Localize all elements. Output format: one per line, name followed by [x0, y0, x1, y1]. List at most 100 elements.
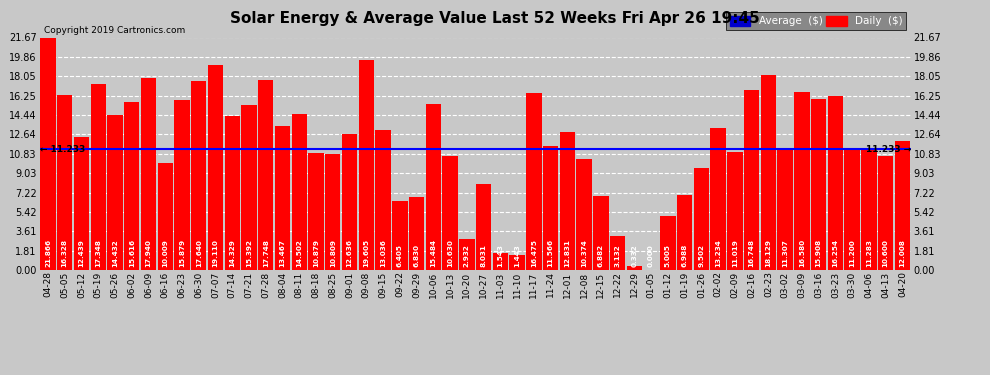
- Text: 6.882: 6.882: [598, 244, 604, 267]
- Text: 16.580: 16.580: [799, 238, 805, 267]
- Text: 14.432: 14.432: [112, 239, 118, 267]
- Bar: [660, 216, 675, 270]
- Bar: [760, 75, 776, 270]
- Bar: [677, 195, 692, 270]
- Text: 18.129: 18.129: [765, 239, 771, 267]
- Text: 6.405: 6.405: [397, 244, 403, 267]
- Bar: [292, 114, 307, 270]
- Bar: [743, 90, 759, 270]
- Text: Solar Energy & Average Value Last 52 Weeks Fri Apr 26 19:45: Solar Energy & Average Value Last 52 Wee…: [230, 11, 760, 26]
- Text: 16.328: 16.328: [61, 239, 67, 267]
- Text: 16.748: 16.748: [748, 239, 754, 267]
- Text: 11.566: 11.566: [547, 238, 553, 267]
- Bar: [191, 81, 207, 270]
- Text: 15.616: 15.616: [129, 238, 135, 267]
- Bar: [711, 128, 726, 270]
- Bar: [493, 254, 508, 270]
- Text: 11.307: 11.307: [782, 239, 788, 267]
- Text: 11.283: 11.283: [866, 239, 872, 267]
- Text: 13.036: 13.036: [380, 239, 386, 267]
- Bar: [174, 100, 190, 270]
- Text: 1.543: 1.543: [497, 244, 503, 267]
- Bar: [794, 92, 810, 270]
- Bar: [426, 104, 441, 270]
- Text: 3.132: 3.132: [615, 244, 621, 267]
- Bar: [543, 146, 558, 270]
- Bar: [342, 134, 357, 270]
- Text: 17.940: 17.940: [146, 239, 151, 267]
- Bar: [57, 95, 72, 270]
- Bar: [358, 60, 374, 270]
- Text: 0.332: 0.332: [632, 244, 638, 267]
- Bar: [526, 93, 542, 270]
- Bar: [141, 78, 156, 270]
- Bar: [895, 141, 910, 270]
- Text: 6.830: 6.830: [414, 244, 420, 267]
- Bar: [90, 84, 106, 270]
- Bar: [208, 65, 223, 270]
- Bar: [576, 159, 592, 270]
- Bar: [811, 99, 827, 270]
- Bar: [593, 196, 609, 270]
- Text: 14.502: 14.502: [296, 239, 302, 267]
- Text: 11.200: 11.200: [849, 239, 855, 267]
- Bar: [74, 136, 89, 270]
- Text: 1.443: 1.443: [514, 244, 520, 267]
- Text: 17.348: 17.348: [95, 239, 101, 267]
- Text: 11.019: 11.019: [732, 239, 738, 267]
- Text: 16.254: 16.254: [833, 239, 839, 267]
- Text: 2.932: 2.932: [464, 244, 470, 267]
- Bar: [392, 201, 408, 270]
- Bar: [242, 105, 256, 270]
- Bar: [861, 149, 876, 270]
- Text: 10.809: 10.809: [330, 239, 336, 267]
- Bar: [375, 130, 391, 270]
- Text: 10.630: 10.630: [447, 239, 453, 267]
- Bar: [157, 163, 173, 270]
- Text: 15.908: 15.908: [816, 238, 822, 267]
- Legend: Average  ($), Daily  ($): Average ($), Daily ($): [727, 12, 906, 30]
- Text: 15.392: 15.392: [247, 239, 252, 267]
- Text: 17.748: 17.748: [262, 239, 268, 267]
- Bar: [409, 197, 425, 270]
- Bar: [325, 154, 341, 270]
- Bar: [41, 35, 55, 270]
- Text: 9.502: 9.502: [698, 244, 704, 267]
- Text: 12.439: 12.439: [78, 239, 84, 267]
- Bar: [844, 150, 860, 270]
- Text: 5.005: 5.005: [665, 244, 671, 267]
- Bar: [258, 80, 273, 270]
- Bar: [443, 156, 457, 270]
- Bar: [694, 168, 709, 270]
- Bar: [728, 152, 742, 270]
- Bar: [225, 116, 240, 270]
- Text: 17.640: 17.640: [196, 239, 202, 267]
- Text: 10.374: 10.374: [581, 239, 587, 267]
- Text: 16.475: 16.475: [531, 239, 537, 267]
- Text: 15.879: 15.879: [179, 238, 185, 267]
- Text: 12.636: 12.636: [346, 239, 352, 267]
- Text: 13.467: 13.467: [279, 239, 285, 267]
- Bar: [627, 267, 643, 270]
- Bar: [459, 238, 474, 270]
- Text: 0.000: 0.000: [648, 244, 654, 267]
- Text: ← 11.233: ← 11.233: [40, 145, 85, 154]
- Text: 8.031: 8.031: [480, 244, 486, 267]
- Text: 12.831: 12.831: [564, 239, 570, 267]
- Bar: [476, 184, 491, 270]
- Text: 11.233 →: 11.233 →: [865, 145, 911, 154]
- Bar: [610, 236, 626, 270]
- Text: 19.110: 19.110: [213, 239, 219, 267]
- Bar: [308, 153, 324, 270]
- Text: 6.988: 6.988: [682, 243, 688, 267]
- Bar: [510, 255, 525, 270]
- Text: 10.879: 10.879: [313, 239, 319, 267]
- Text: 12.008: 12.008: [900, 239, 906, 267]
- Text: 14.329: 14.329: [230, 239, 236, 267]
- Text: 10.009: 10.009: [162, 239, 168, 267]
- Text: 13.234: 13.234: [715, 239, 721, 267]
- Text: 15.484: 15.484: [431, 239, 437, 267]
- Bar: [878, 156, 893, 270]
- Bar: [828, 96, 843, 270]
- Bar: [107, 115, 123, 270]
